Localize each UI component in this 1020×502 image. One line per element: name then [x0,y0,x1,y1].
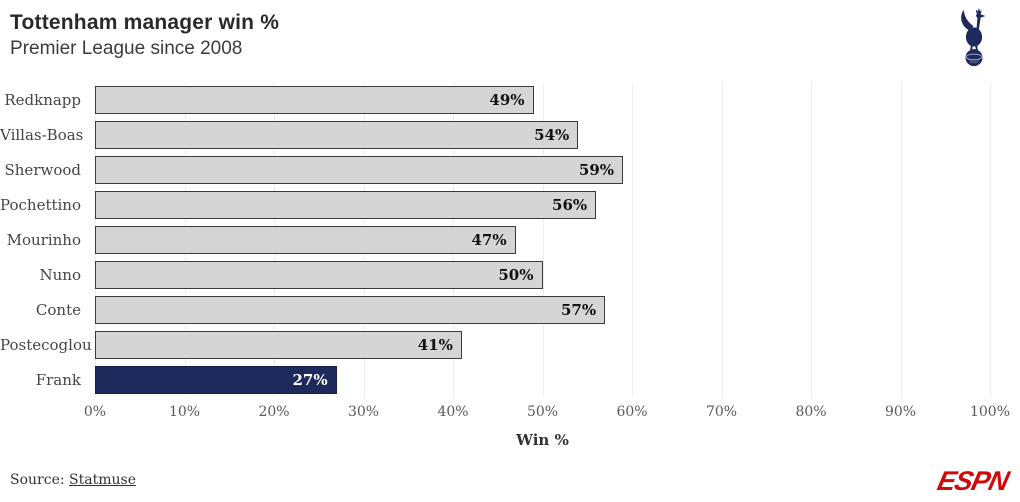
category-label: Redknapp [4,91,81,109]
gridline [900,83,902,397]
bar-value-label: 47% [471,231,507,249]
bar-sherwood: 59% [95,156,624,184]
x-tick-label: 70% [705,404,738,420]
x-axis-ticks: 0% 10% 20% 30% 40% 50% 60% 70% 80% 90% 100% [84,404,1010,422]
bar-value-label: 57% [561,301,597,319]
x-tick-label: 40% [437,404,469,420]
source-note: Source: Statmuse [10,472,136,488]
bar-frank: 27% [95,366,337,394]
x-axis-label: Win % [516,431,569,449]
category-label: Mourinho [6,231,81,249]
gridline [632,83,633,397]
bar-postecoglou: 41% [95,331,462,359]
bar-pochettino: 56% [95,191,597,219]
tottenham-crest-icon [961,7,986,67]
category-label: Frank [35,371,81,389]
bar-value-label: 50% [498,266,534,284]
x-tick-label: 10% [168,404,201,420]
x-tick-label: 30% [347,404,380,420]
category-label: Conte [35,301,81,319]
gridline [811,83,812,397]
bar-value-label: 54% [534,126,570,144]
source-prefix: Source: [10,472,70,488]
plot-area: 49% 54% 59% 56% 47% 50% 57% 41% 27% [95,83,991,397]
category-labels: Redknapp Villas-Boas Sherwood Pochettino Mou… [0,83,92,397]
bar-value-label: 59% [578,161,615,179]
bar-redknapp: 49% [95,86,534,114]
x-tick-label: 0% [83,404,107,420]
espn-logo: ESPN [935,466,1012,496]
bar-mourinho: 47% [95,226,516,254]
x-tick-label: 20% [258,404,290,420]
bar-value-label: 27% [292,371,328,389]
x-tick-label: 80% [795,404,827,420]
gridline [542,83,544,397]
gridline [990,83,991,397]
bar-nuno: 50% [95,261,543,289]
category-label: Nuno [39,266,81,284]
bar-villas-boas: 54% [95,121,579,149]
x-tick-label: 90% [884,404,917,420]
category-label: Pochettino [0,196,81,214]
bar-value-label: 41% [417,336,453,354]
page-title: Tottenham manager win % [10,11,280,34]
category-label: Postecoglou [0,336,92,354]
bar-value-label: 56% [552,196,588,214]
category-label: Sherwood [4,161,82,179]
x-tick-label: 60% [616,404,648,420]
source-link[interactable]: Statmuse [69,472,136,488]
x-tick-label: 100% [969,404,1011,420]
bar-value-label: 49% [489,91,525,109]
category-label: Villas-Boas [0,126,84,144]
bar-conte: 57% [95,296,606,324]
x-tick-label: 50% [526,404,559,420]
page-subtitle: Premier League since 2008 [10,38,243,59]
gridline [721,83,723,397]
